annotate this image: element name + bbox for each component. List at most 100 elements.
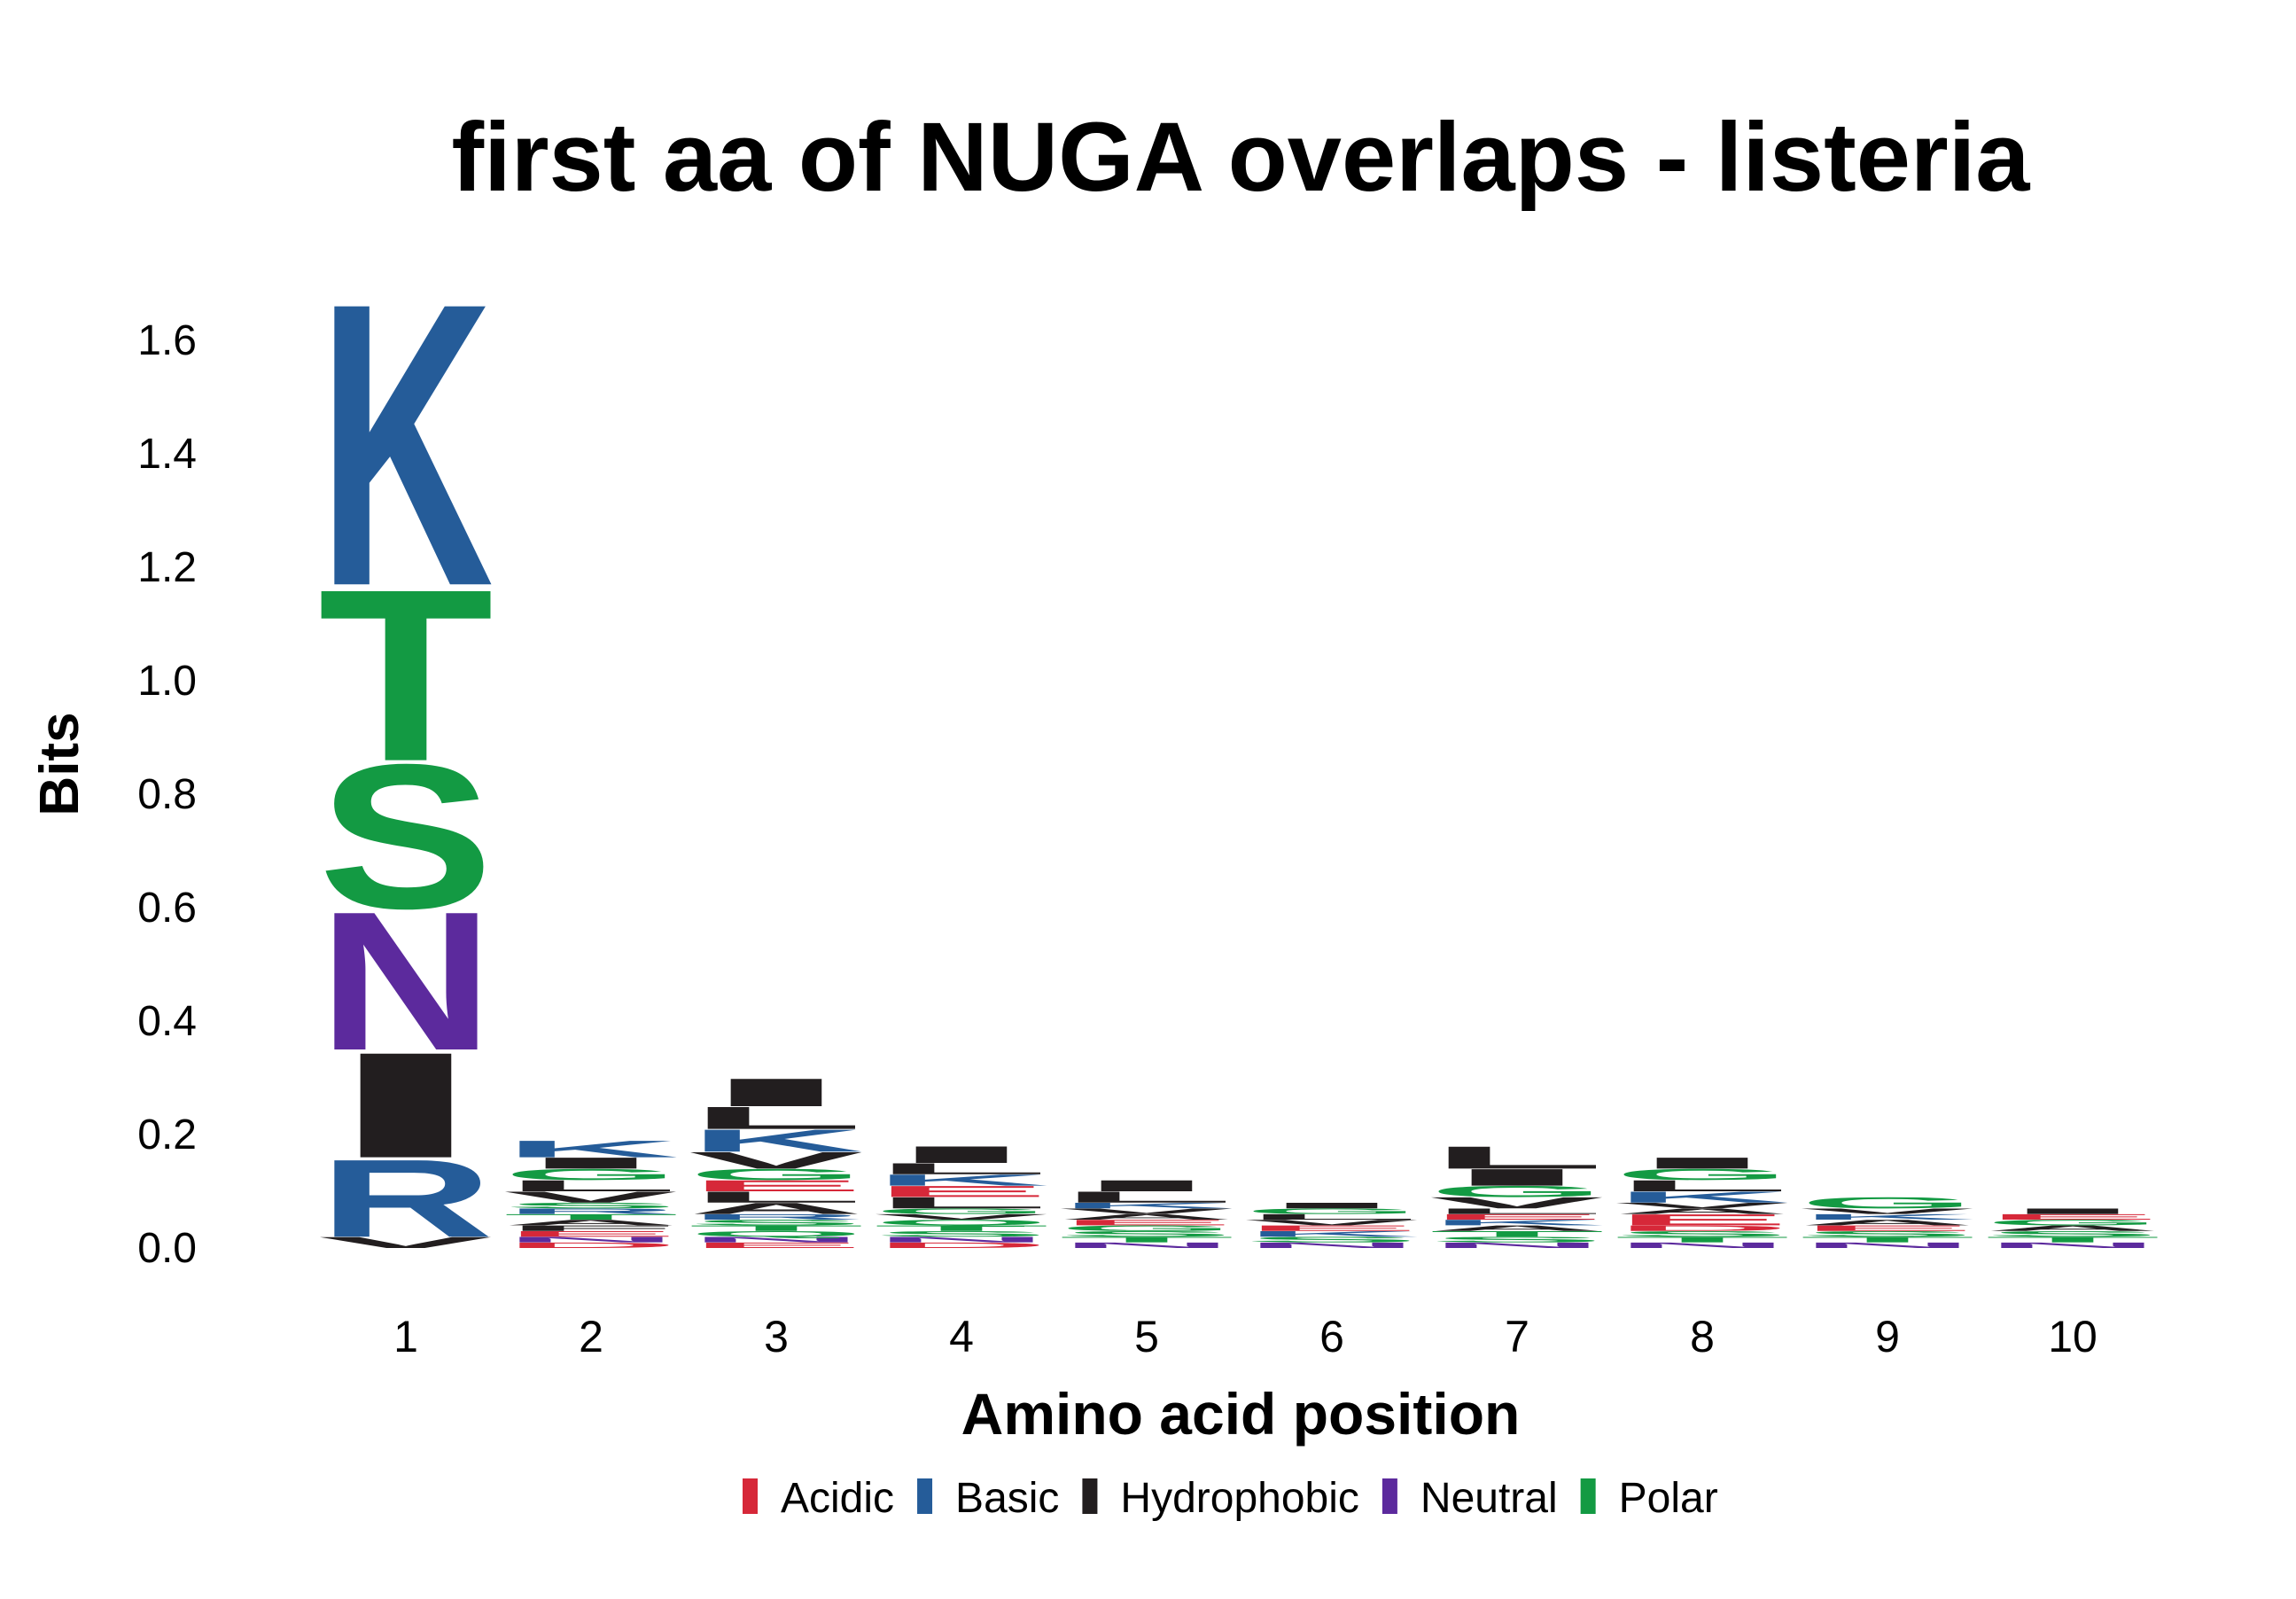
logo-letter: E <box>503 1229 679 1238</box>
logo-letter: I <box>689 1071 864 1115</box>
logo-letter: L <box>1429 1206 1605 1215</box>
logo-letter: V <box>318 1234 493 1252</box>
logo-letter: S <box>1059 1229 1234 1238</box>
legend-label: Polar <box>1619 1475 1718 1522</box>
logo-letter: S <box>1615 1229 1790 1238</box>
logo-letter: G <box>1985 1218 2160 1227</box>
logo-letter: D <box>503 1241 679 1250</box>
x-tick-label: 5 <box>1134 1312 1159 1361</box>
logo-letter: Q <box>874 1218 1049 1227</box>
logo-letter: T <box>503 1213 679 1221</box>
logo-letter: R <box>689 1213 864 1221</box>
x-tick-label: 6 <box>1319 1312 1344 1361</box>
logo-letter: L <box>874 1160 1049 1178</box>
logo-letter: K <box>503 1136 679 1163</box>
y-axis-label: Bits <box>29 712 90 815</box>
legend-item-basic: Basic <box>917 1475 1059 1522</box>
logo-letter: S <box>503 1201 679 1210</box>
legend-label: Acidic <box>781 1475 894 1522</box>
y-tick-label: 0.8 <box>137 771 197 818</box>
logo-letter: R <box>503 1207 679 1216</box>
logo-letter: L <box>689 1100 864 1135</box>
logo-letter: S <box>318 722 494 952</box>
legend-item-neutral: Neutral <box>1381 1475 1558 1522</box>
logo-letter: G <box>1429 1182 1605 1200</box>
legend-swatch <box>917 1478 933 1514</box>
legend-item-polar: Polar <box>1580 1475 1718 1522</box>
logo-letter: G <box>874 1207 1049 1216</box>
y-tick-label: 0.6 <box>137 885 197 932</box>
logo-letter: E <box>874 1182 1049 1200</box>
x-axis-ticks: 1 2 3 4 5 6 7 8 9 10 <box>393 1312 2098 1361</box>
y-axis-ticks: 0.0 0.2 0.4 0.6 0.8 1.0 1.2 1.4 1.6 <box>137 317 197 1272</box>
logo-letter: S <box>1985 1229 2160 1238</box>
logo-letter: F <box>503 1224 679 1233</box>
logo-letter: A <box>1059 1213 1234 1221</box>
logo-letter: I <box>1059 1177 1234 1195</box>
legend-label: Basic <box>955 1475 1059 1522</box>
legend-label: Neutral <box>1420 1475 1558 1522</box>
legend: Acidic Basic Hydrophobic Neutral Polar <box>743 1475 1718 1522</box>
x-tick-label: 10 <box>2048 1312 2098 1361</box>
x-axis-label: Amino acid position <box>961 1381 1521 1447</box>
logo-letter: S <box>689 1218 864 1227</box>
x-tick-label: 8 <box>1690 1312 1715 1361</box>
logo-letter: E <box>1429 1213 1605 1221</box>
logo-letter: V <box>1059 1207 1234 1216</box>
y-tick-label: 0.4 <box>137 998 197 1045</box>
x-tick-label: 3 <box>764 1312 789 1361</box>
logo-letter: E <box>689 1241 864 1250</box>
logo-letter: S <box>1800 1229 1975 1238</box>
logo-letter: T <box>1985 1235 2160 1244</box>
logo-letter: A <box>1800 1218 1975 1227</box>
logo-letter: L <box>874 1194 1049 1212</box>
x-tick-label: 1 <box>393 1312 418 1361</box>
logo-letter: G <box>503 1166 679 1183</box>
legend-swatch <box>743 1478 758 1514</box>
y-tick-label: 1.4 <box>137 431 197 478</box>
logo-letter: I <box>503 1154 679 1172</box>
x-tick-label: 7 <box>1505 1312 1529 1361</box>
logo-letter: E <box>689 1177 864 1195</box>
logo-letter: S <box>1429 1236 1605 1244</box>
logo-letter: T <box>1429 1229 1605 1238</box>
logo-letter: N <box>1985 1241 2160 1250</box>
logo-letter: K <box>1429 1218 1605 1227</box>
logo-letter: V <box>1615 1201 1789 1210</box>
y-tick-label: 0.2 <box>137 1112 197 1158</box>
logo-letter: N <box>318 870 494 1091</box>
logo-letter: K <box>1059 1201 1234 1210</box>
logo-letter: V <box>1429 1194 1604 1212</box>
logo-letter: A <box>1615 1207 1790 1216</box>
y-tick-label: 0.0 <box>137 1225 197 1272</box>
logo-stacks: VRINSTKDNEFATRSVLGIKENQTSRALEGVKLIDNSTQV… <box>318 218 2160 1260</box>
logo-letter: A <box>1985 1224 2160 1233</box>
logo-letter: A <box>503 1218 679 1227</box>
logo-letter: L <box>1059 1189 1234 1206</box>
logo-letter: N <box>874 1236 1049 1244</box>
logo-letter: N <box>503 1236 679 1244</box>
logo-letter: N <box>689 1236 864 1244</box>
logo-letter: T <box>1800 1235 1975 1244</box>
logo-letter: E <box>1985 1213 2160 1221</box>
logo-letter: T <box>1059 1235 1234 1244</box>
logo-letter: K <box>1800 1213 1975 1221</box>
x-tick-label: 4 <box>949 1312 974 1361</box>
logo-letter: G <box>689 1166 864 1183</box>
logo-letter: A <box>1429 1224 1605 1233</box>
logo-letter: L <box>1429 1140 1605 1175</box>
logo-letter: R <box>318 1136 494 1260</box>
x-tick-label: 9 <box>1875 1312 1900 1361</box>
y-tick-label: 1.6 <box>137 317 197 364</box>
logo-letter: K <box>318 218 494 670</box>
y-tick-label: 1.0 <box>137 658 197 705</box>
logo-letter: T <box>689 1224 864 1233</box>
logo-letter: G <box>1615 1166 1790 1183</box>
logo-letter: L <box>1244 1213 1420 1221</box>
logo-letter: L <box>1615 1177 1790 1195</box>
logo-letter: I <box>1244 1201 1420 1210</box>
